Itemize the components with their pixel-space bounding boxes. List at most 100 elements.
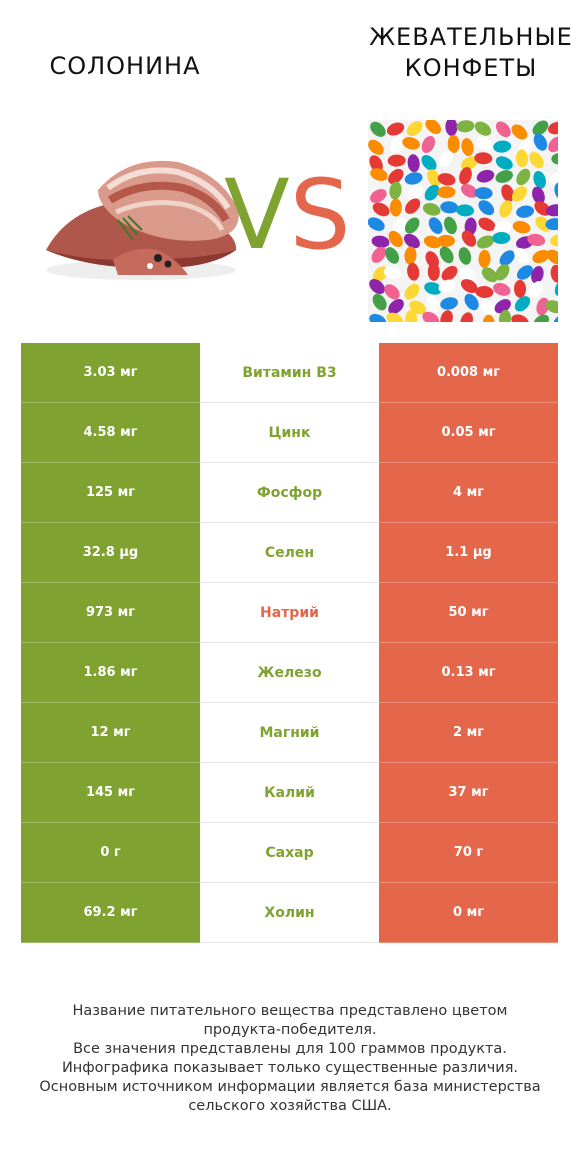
nutrient-name: Фосфор — [200, 463, 379, 523]
right-value: 0.13 мг — [379, 643, 558, 703]
table-row: 4.58 мг Цинк 0.05 мг — [21, 403, 558, 463]
left-value: 973 мг — [21, 583, 200, 643]
jelly-bean — [441, 265, 458, 281]
jelly-bean — [499, 309, 512, 322]
jelly-bean — [532, 249, 550, 264]
salted-pork-image — [46, 160, 239, 280]
jelly-bean — [385, 247, 400, 264]
jelly-bean — [460, 184, 478, 198]
jelly-bean — [531, 265, 544, 284]
right-title-line1: ЖЕВАТЕЛЬНЫЕ — [369, 23, 573, 51]
jelly-bean — [481, 267, 498, 283]
jelly-bean — [475, 136, 493, 150]
jelly-bean — [548, 136, 558, 153]
jelly-bean — [389, 181, 402, 200]
right-value: 1.1 µg — [379, 523, 558, 583]
jelly-bean — [440, 297, 458, 310]
footnote-line: Инфографика показывает только существенн… — [61, 1060, 519, 1076]
jelly-beans-image — [368, 120, 558, 322]
jelly-bean — [536, 297, 549, 316]
jelly-bean — [550, 264, 558, 283]
footnote-line: сельского хозяйства США. — [188, 1098, 392, 1114]
jelly-bean — [499, 250, 515, 266]
nutrient-name: Холин — [200, 883, 379, 943]
right-value: 70 г — [379, 823, 558, 883]
right-value: 0.05 мг — [379, 403, 558, 463]
jelly-bean — [511, 124, 528, 140]
jelly-bean — [551, 153, 558, 165]
jelly-bean — [370, 168, 388, 181]
jelly-bean — [427, 262, 440, 281]
jelly-bean — [421, 135, 436, 153]
jelly-bean — [372, 202, 390, 217]
jelly-bean — [405, 310, 418, 322]
jelly-bean — [461, 230, 477, 247]
jelly-bean — [388, 168, 404, 185]
jelly-bean — [407, 154, 420, 173]
jelly-bean — [437, 173, 456, 186]
jelly-bean — [501, 184, 515, 202]
left-value: 125 мг — [21, 463, 200, 523]
jelly-bean — [369, 155, 383, 173]
jelly-bean — [480, 300, 497, 316]
jelly-bean — [372, 266, 388, 283]
right-value: 0.008 мг — [379, 343, 558, 403]
nutrient-name: Железо — [200, 643, 379, 703]
jelly-bean — [388, 299, 404, 315]
right-value: 2 мг — [379, 703, 558, 763]
jelly-bean — [493, 140, 512, 153]
jelly-bean — [406, 121, 423, 136]
jelly-bean — [464, 293, 479, 311]
jelly-bean — [494, 221, 512, 234]
jelly-bean — [478, 249, 491, 268]
jelly-bean — [422, 202, 441, 216]
jelly-bean — [495, 170, 513, 183]
jelly-bean — [476, 235, 495, 249]
footnote-line: продукта-победителя. — [203, 1022, 377, 1038]
table-row: 3.03 мг Витамин B3 0.008 мг — [21, 343, 558, 403]
jelly-bean — [388, 230, 403, 248]
footnote-line: Основным источником информации является … — [39, 1079, 541, 1095]
jelly-bean — [421, 155, 437, 171]
jelly-bean — [533, 133, 548, 151]
nutrient-name: Цинк — [200, 403, 379, 463]
jelly-bean — [546, 249, 558, 265]
right-title-line2: КОНФЕТЫ — [404, 54, 538, 82]
vs-label: VS — [224, 159, 351, 271]
left-value: 69.2 мг — [21, 883, 200, 943]
right-value: 37 мг — [379, 763, 558, 823]
table-row: 1.86 мг Железо 0.13 мг — [21, 643, 558, 703]
left-product-title: СОЛОНИНА — [49, 52, 201, 80]
left-value: 32.8 µg — [21, 523, 200, 583]
left-value: 0 г — [21, 823, 200, 883]
jelly-bean — [440, 201, 459, 214]
jelly-bean — [511, 186, 528, 202]
jelly-bean — [516, 265, 533, 280]
right-value: 50 мг — [379, 583, 558, 643]
jelly-bean — [460, 312, 473, 322]
jelly-bean — [444, 216, 457, 235]
jelly-bean — [474, 152, 493, 165]
jelly-bean — [403, 233, 420, 249]
jelly-bean — [383, 266, 402, 279]
jelly-bean — [545, 218, 558, 231]
footnote-line: Название питательного вещества представл… — [72, 1003, 508, 1019]
jelly-bean — [371, 246, 386, 263]
jelly-bean — [515, 149, 528, 168]
nutrient-name: Сахар — [200, 823, 379, 883]
jelly-bean — [384, 284, 400, 300]
jelly-bean — [372, 293, 387, 311]
jelly-bean — [386, 122, 405, 136]
jelly-bean — [533, 170, 546, 189]
table-row: 973 мг Натрий 50 мг — [21, 583, 558, 643]
jelly-bean — [514, 279, 527, 298]
jelly-bean — [387, 154, 406, 167]
jelly-bean — [516, 205, 535, 218]
jelly-bean — [532, 186, 545, 205]
right-product-title: ЖЕВАТЕЛЬНЫЕ КОНФЕТЫ — [362, 22, 580, 84]
jelly-bean — [447, 134, 460, 153]
jelly-bean — [460, 279, 478, 294]
table-row: 125 мг Фосфор 4 мг — [21, 463, 558, 523]
jelly-bean — [369, 279, 385, 295]
jelly-bean — [386, 312, 404, 322]
